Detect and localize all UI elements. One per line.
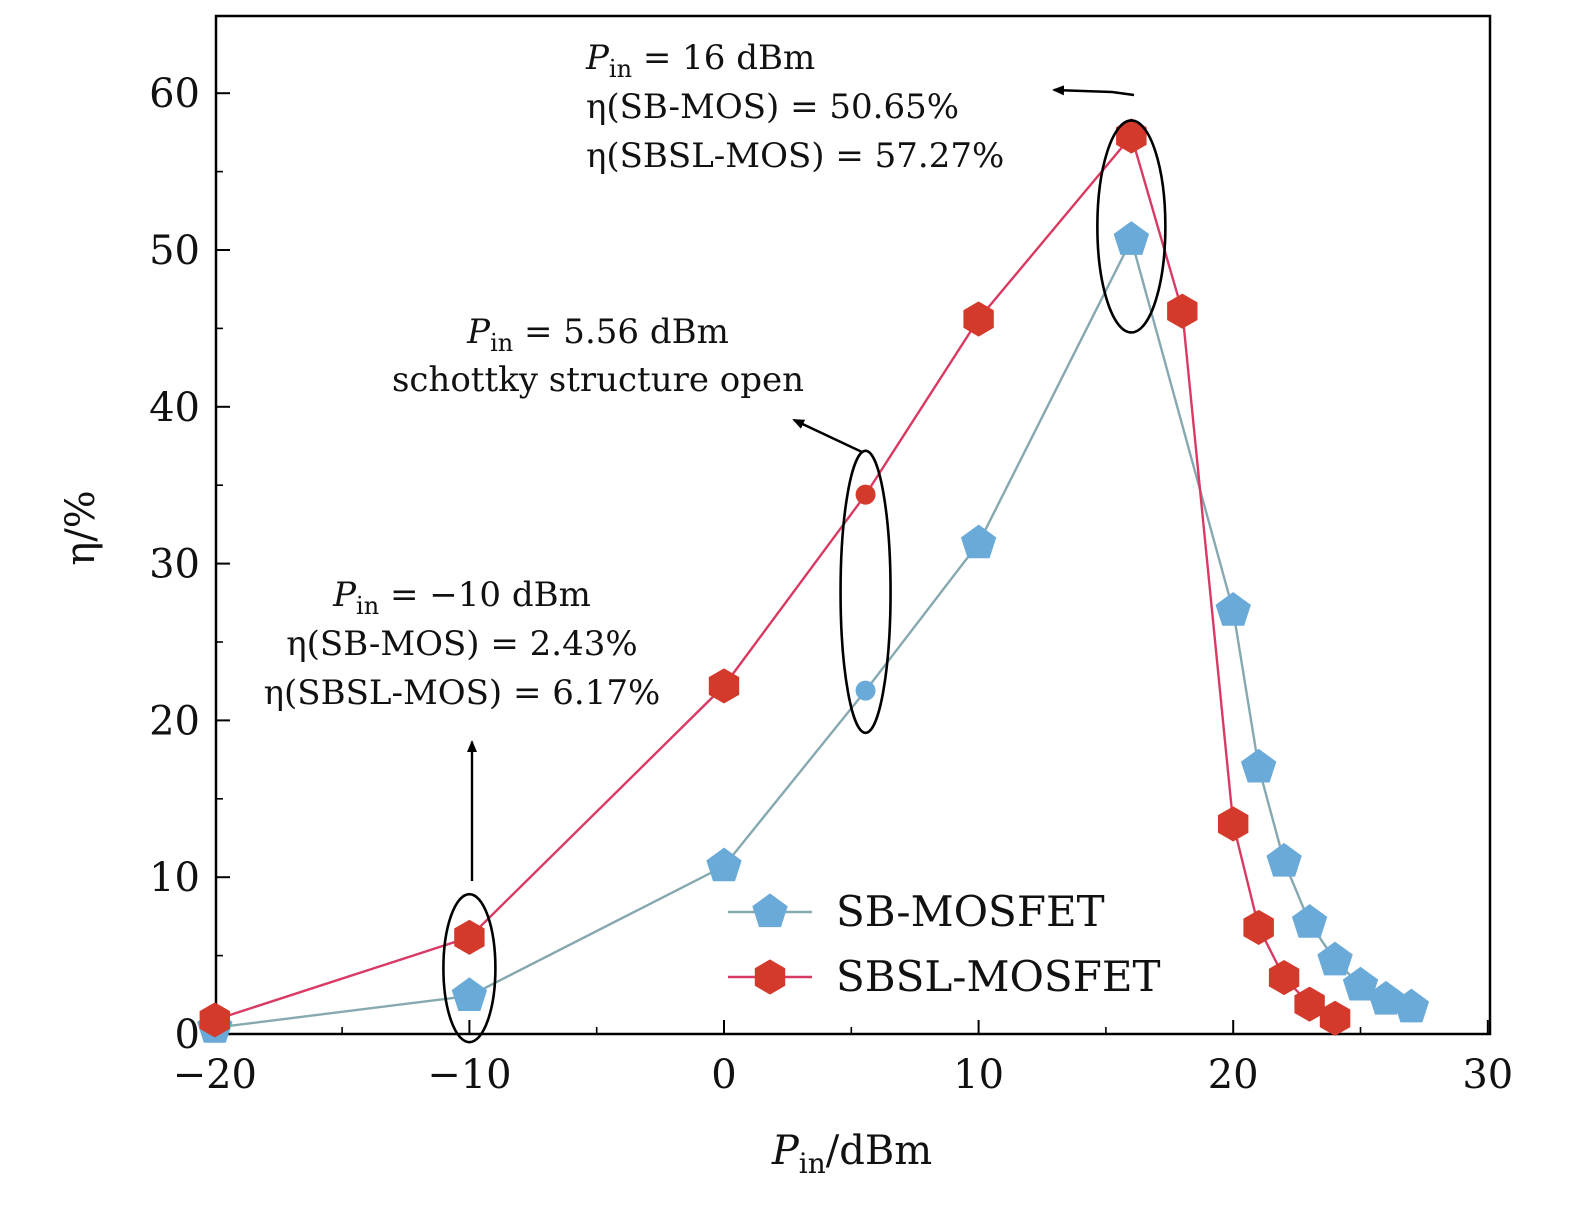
data-point-sb-mosfet <box>1266 842 1302 877</box>
data-point-sb-mosfet <box>1342 966 1379 1001</box>
data-point-sbsl-mosfet <box>1243 909 1274 945</box>
data-point-sb-mosfet <box>855 680 876 701</box>
series-layer <box>197 118 1430 1043</box>
data-point-sbsl-mosfet <box>454 919 485 955</box>
data-point-sb-mosfet <box>1240 748 1277 783</box>
data-point-sb-mosfet <box>1113 221 1150 255</box>
axis-titles: Pin/dBm η/% <box>58 490 932 1180</box>
legend-marker-shape-sb-mosfet <box>752 893 788 928</box>
data-point-sb-mosfet <box>1317 941 1353 976</box>
x-tick-label: 30 <box>1462 1052 1513 1098</box>
data-point-sbsl-mosfet <box>963 301 994 337</box>
data-point-sbsl-mosfet <box>1268 960 1300 996</box>
legend-item-sbsl-mosfet: SBSL-MOSFET <box>728 952 1161 1001</box>
annotation-5-56dbm-line2: schottky structure open <box>392 360 804 400</box>
annotation-5-56dbm-line1: Pin = 5.56 dBm <box>466 312 729 357</box>
y-tick-label: 10 <box>149 855 200 901</box>
series-sb-mosfet <box>197 221 1430 1043</box>
y-tick-label: 20 <box>149 698 200 744</box>
data-point-sb-mosfet <box>706 847 742 882</box>
annotation-16dbm-line1: Pin = 16 dBm <box>585 38 815 83</box>
data-point-sbsl-mosfet <box>1319 1000 1351 1036</box>
data-point-sbsl-mosfet <box>1167 293 1198 329</box>
legend-marker-sbsl-mosfet <box>754 959 786 995</box>
x-tick-label: −20 <box>173 1052 257 1098</box>
y-tick-label: 60 <box>149 71 200 117</box>
legend-label-sbsl-mosfet: SBSL-MOSFET <box>836 952 1161 1001</box>
data-point-sbsl-mosfet <box>1116 118 1147 154</box>
arrow-5-56dbm <box>792 418 863 454</box>
data-point-sb-mosfet <box>1215 591 1251 626</box>
y-tick-label: 30 <box>149 542 200 588</box>
data-point-sbsl-mosfet <box>855 484 876 505</box>
y-tick-label: 0 <box>175 1012 200 1058</box>
annotation-layer: Pin = 16 dBm η(SB-MOS) = 50.65% η(SBSL-M… <box>264 38 1167 1044</box>
legend-label-sb-mosfet: SB-MOSFET <box>836 887 1105 936</box>
data-point-sb-mosfet <box>451 977 488 1011</box>
x-axis-title: Pin/dBm <box>771 1128 932 1180</box>
x-tick-label: −10 <box>427 1052 511 1098</box>
legend-item-sb-mosfet: SB-MOSFET <box>728 887 1105 936</box>
data-point-sbsl-mosfet <box>708 668 740 704</box>
annotation-16dbm-line2: η(SB-MOS) = 50.65% <box>586 87 959 127</box>
data-point-sbsl-mosfet <box>1218 806 1249 842</box>
y-tick-label: 40 <box>149 385 200 431</box>
annotation-minus10dbm: Pin = −10 dBm η(SB-MOS) = 2.43% η(SBSL-M… <box>264 575 661 713</box>
data-point-sb-mosfet <box>1291 904 1328 938</box>
data-point-sbsl-mosfet <box>199 1002 230 1038</box>
annotation-5-56dbm: Pin = 5.56 dBm schottky structure open <box>392 312 804 400</box>
annotation-minus10dbm-line3: η(SBSL-MOS) = 6.17% <box>264 673 661 713</box>
highlight-ellipse-5-56dbm <box>839 449 892 735</box>
annotation-minus10dbm-line1: Pin = −10 dBm <box>332 575 591 620</box>
x-tick-label: 0 <box>711 1052 736 1098</box>
data-point-sb-mosfet <box>960 524 997 559</box>
plot-area: −20 −10 0 10 20 30 0 10 20 30 40 50 60 <box>149 14 1513 1098</box>
annotation-16dbm: Pin = 16 dBm η(SB-MOS) = 50.65% η(SBSL-M… <box>585 38 1004 176</box>
y-axis-title: η/% <box>58 490 104 565</box>
highlight-ellipse-16dbm <box>1096 119 1167 334</box>
legend-marker-shape-sbsl-mosfet <box>754 959 786 995</box>
data-point-sb-mosfet <box>1368 980 1404 1015</box>
data-point-sbsl-mosfet <box>1294 986 1325 1022</box>
annotation-16dbm-line3: η(SBSL-MOS) = 57.27% <box>586 136 1004 176</box>
highlight-ellipse-minus10dbm <box>442 892 497 1044</box>
legend: SB-MOSFET SBSL-MOSFET <box>728 887 1161 1001</box>
legend-marker-sb-mosfet <box>752 893 788 928</box>
data-point-sb-mosfet <box>1393 988 1430 1023</box>
plot-frame <box>214 14 1492 1036</box>
y-tick-label: 50 <box>149 228 200 274</box>
x-tick-label: 20 <box>1208 1052 1259 1098</box>
x-tick-label: 10 <box>953 1052 1004 1098</box>
annotation-minus10dbm-line2: η(SB-MOS) = 2.43% <box>286 624 637 664</box>
series-sbsl-mosfet <box>199 118 1351 1038</box>
arrow-16dbm <box>1052 85 1135 97</box>
